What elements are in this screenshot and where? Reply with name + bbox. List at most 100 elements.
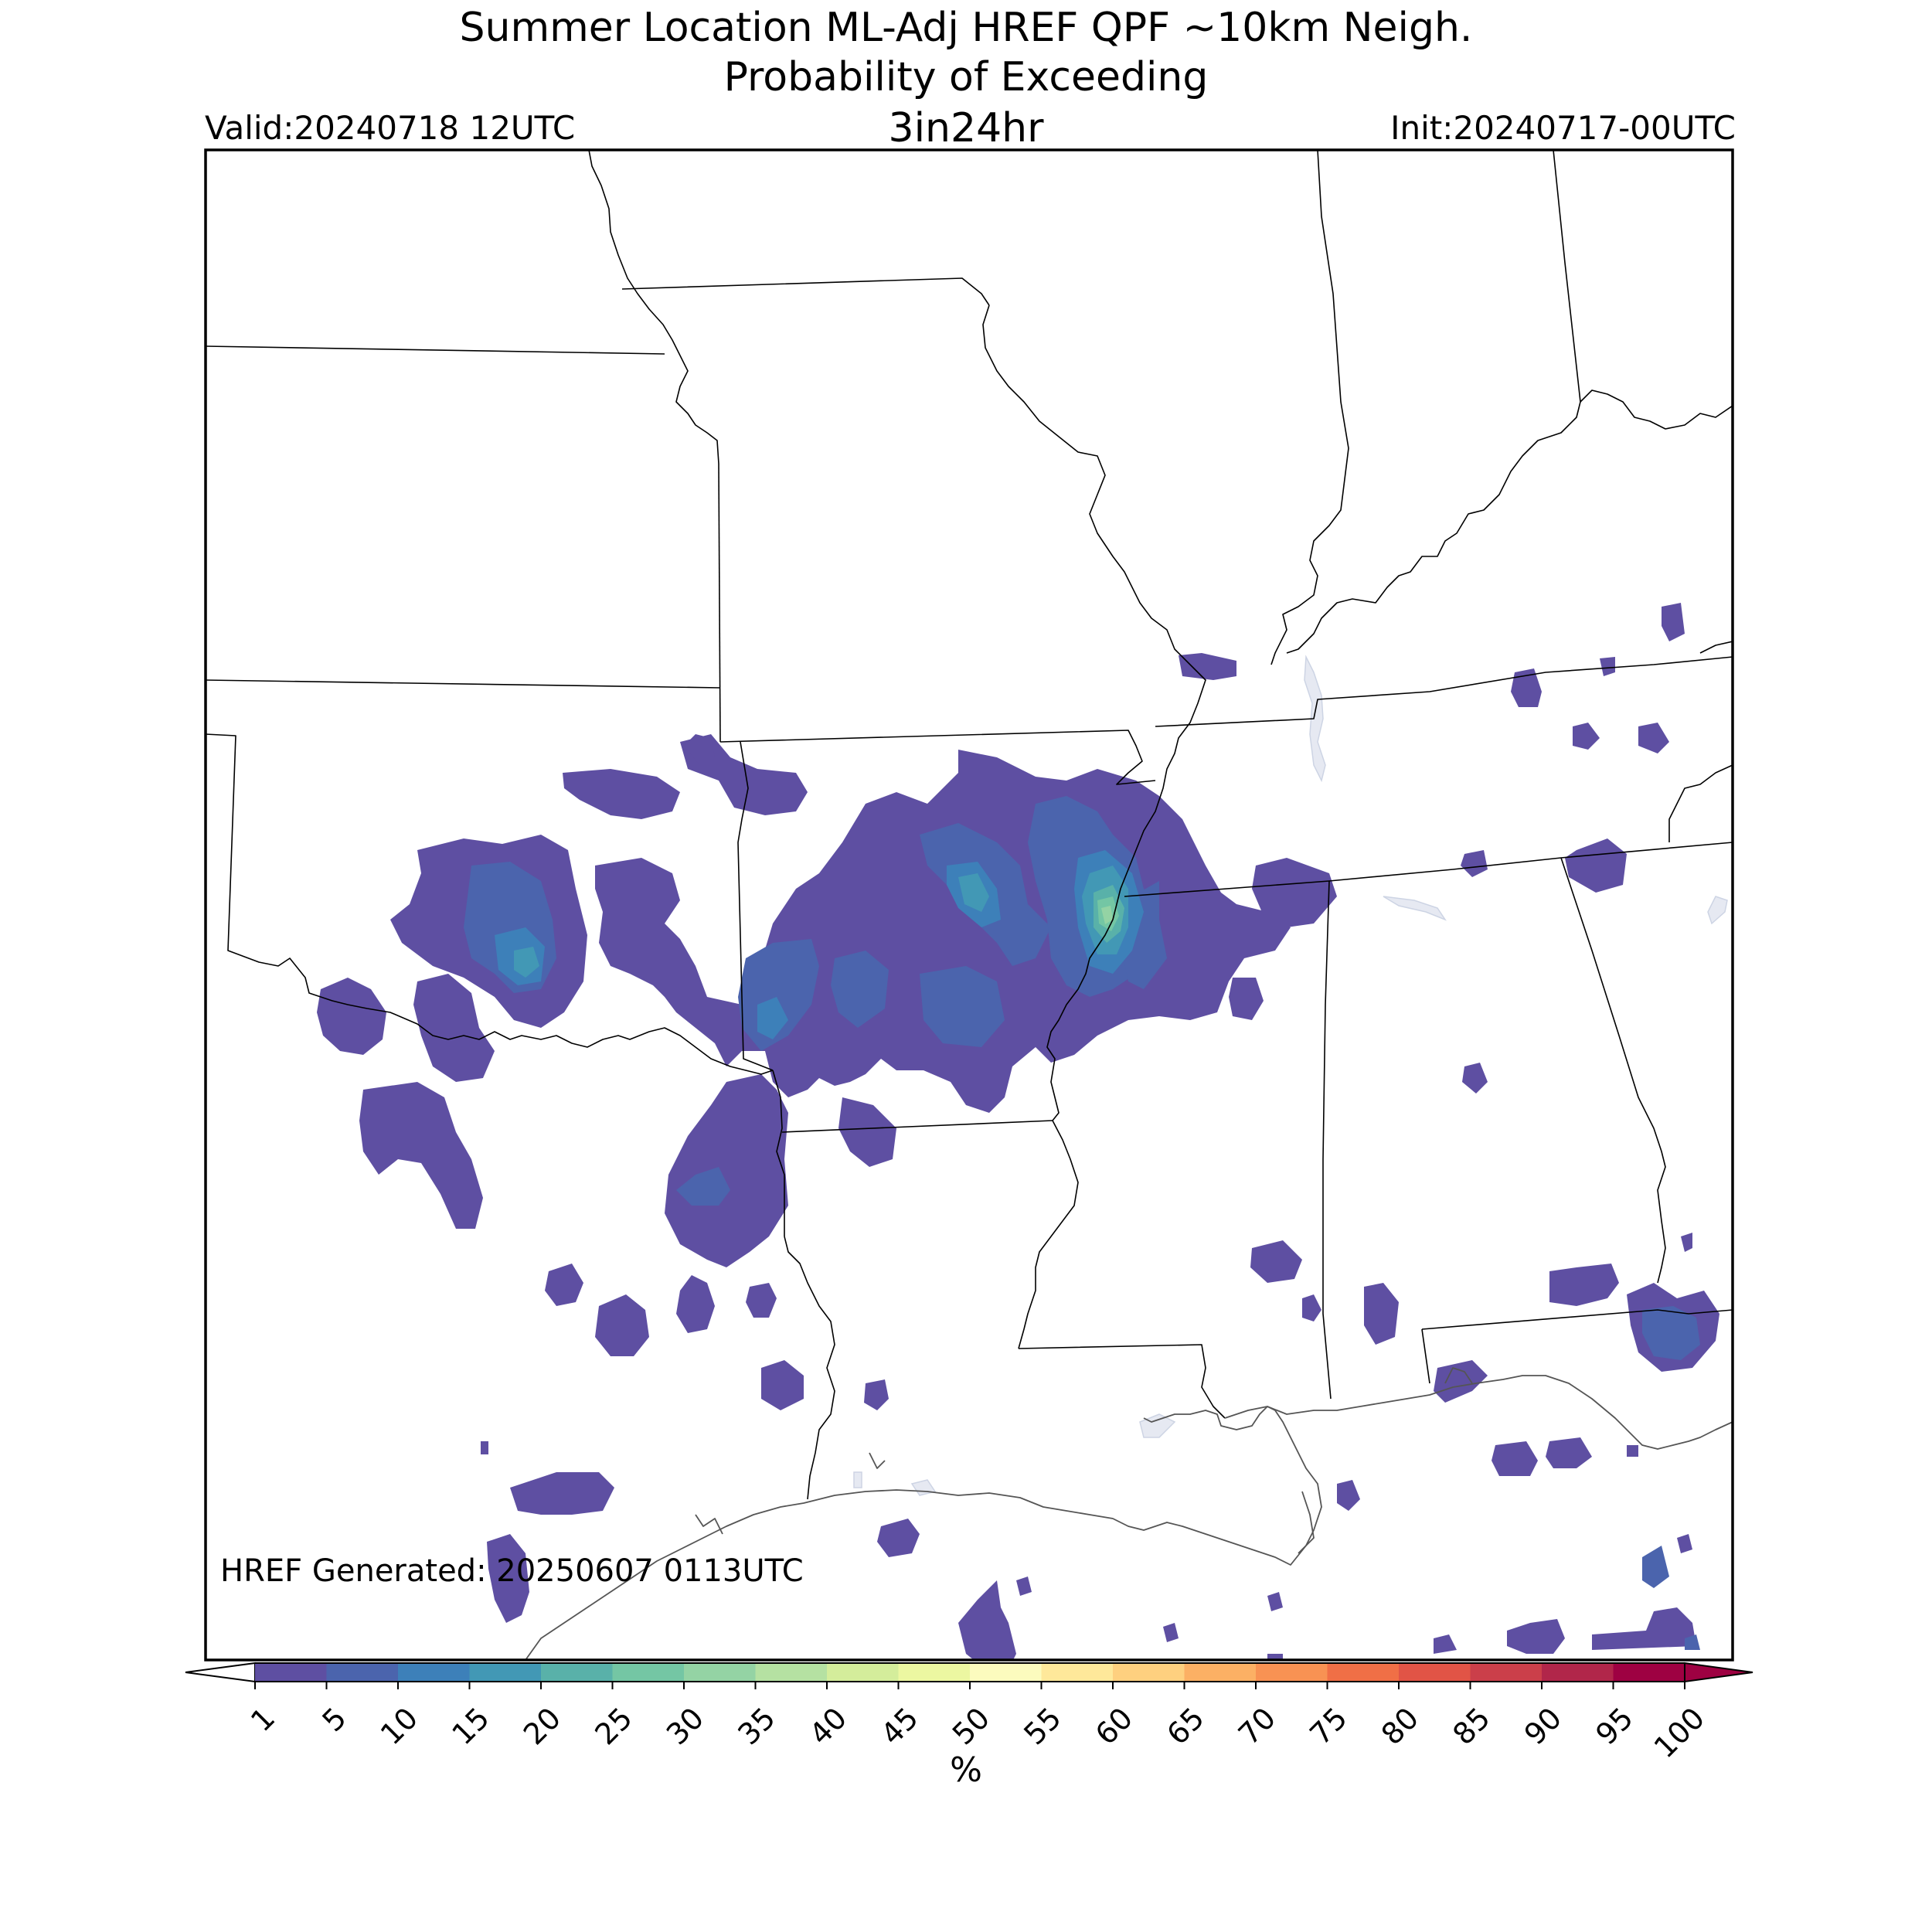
probability-field-core — [1094, 885, 1124, 943]
colorbar-tick-label: 20 — [517, 1701, 567, 1751]
prob-area-gulf-3 — [1337, 1480, 1360, 1511]
prob-area-texas-central-2 — [545, 1264, 583, 1306]
prob-area-alabama-south-3 — [1364, 1283, 1399, 1345]
prob-area-gulf-8 — [1267, 1654, 1283, 1660]
prob-area-alabama-2 — [1462, 1063, 1488, 1094]
colorbar-over-extension — [1684, 1662, 1753, 1683]
state-boundaries — [206, 150, 1733, 1500]
colorbar-tick-label: 50 — [946, 1701, 996, 1751]
colorbar-segment — [1470, 1663, 1543, 1682]
prob-area-mississippi-2 — [1229, 978, 1264, 1020]
kansas-nebraska-border — [206, 345, 665, 355]
colorbar-tick-label: 60 — [1089, 1701, 1139, 1751]
prob-area-gulf-2 — [958, 1580, 1016, 1660]
valid-time-label: Valid:20240718 12UTC — [205, 109, 576, 147]
prob-area-tennessee-3 — [1638, 723, 1669, 753]
arkansas-louisiana-border — [781, 1120, 1053, 1133]
colorbar-segment — [1399, 1663, 1471, 1682]
alabama-west-florida — [1421, 1328, 1430, 1384]
kentucky-virginia-border — [1668, 764, 1733, 842]
prob-area-coast-3 — [1627, 1445, 1638, 1457]
colorbar-segment — [612, 1663, 685, 1682]
arkansas-east-mississippi — [1018, 903, 1117, 1349]
louisiana-mississippi-south — [1018, 1344, 1226, 1419]
colorbar-unit-label: % — [950, 1750, 982, 1790]
prob-area-coast-2 — [1546, 1437, 1592, 1468]
prob-area-gulf-4 — [1507, 1619, 1565, 1654]
prob-area-carolinas-1 — [1662, 603, 1685, 641]
prob-area-texas-east-2 — [746, 1283, 777, 1318]
map-title-line-2: Probability of Exceeding — [723, 54, 1209, 100]
colorbar-tick-label: 25 — [588, 1701, 638, 1751]
colorbar-tick-label: 90 — [1518, 1701, 1568, 1751]
prob-area-texas-panhandle — [359, 1082, 483, 1229]
mississippi-alabama-border — [1322, 880, 1332, 1400]
colorbar-segment — [1327, 1663, 1400, 1682]
colorbar-tick-label: 65 — [1160, 1701, 1210, 1751]
prob-area-central-band — [595, 750, 1291, 1113]
colorbar-segment — [469, 1663, 542, 1682]
colorbar-tick-label: 5 — [315, 1701, 352, 1738]
prob-area-texas-south-2 — [487, 1534, 529, 1623]
prob-area-gulf-9 — [1016, 1577, 1032, 1596]
colorbar-segment — [1041, 1663, 1114, 1682]
coastline — [525, 1367, 1733, 1660]
prob-area-coast-alabama — [1434, 1360, 1488, 1403]
prob-area-georgia-1 — [1565, 838, 1627, 893]
colorbar-segment — [326, 1663, 399, 1682]
prob-area-texas-east-1 — [676, 1275, 715, 1333]
prob-area-gulf-11 — [1677, 1534, 1692, 1553]
prob-area-texas-south-1 — [510, 1472, 614, 1515]
colorbar-tick-label: 95 — [1589, 1701, 1639, 1751]
colorbar-segment — [1184, 1663, 1257, 1682]
prob-area-gulf-5 — [1592, 1607, 1696, 1650]
alabama-florida-border — [1421, 1309, 1733, 1330]
colorbar-tick-label: 35 — [731, 1701, 781, 1751]
colorbar-segment — [684, 1663, 757, 1682]
illinois-east-border — [1270, 150, 1349, 665]
prob-area-alabama-1 — [1461, 850, 1488, 877]
prob-area-missouri-west — [684, 734, 715, 765]
oklahoma-panhandle — [206, 733, 774, 1075]
prob-area-florida-panhandle-3 — [1681, 1233, 1692, 1252]
colorbar-segment — [1613, 1663, 1685, 1682]
prob-area-gulf-10 — [1267, 1592, 1283, 1611]
missouri-arkansas-border — [719, 730, 1156, 785]
prob-area-tennessee-1 — [1511, 668, 1542, 707]
colorbar: 1 5 10 15 20 25 30 35 40 45 50 55 60 65 70 75 80 85 90 95 10… — [185, 1662, 1753, 1764]
prob-area-alabama-south-1 — [1250, 1240, 1302, 1283]
prob-area-oklahoma-south — [413, 974, 495, 1082]
colorbar-segment — [755, 1663, 828, 1682]
prob-area-carolinas-2 — [1600, 657, 1615, 676]
colorbar-tick-label: 30 — [660, 1701, 710, 1751]
prob-area-louisiana-1 — [864, 1379, 889, 1410]
ohio-river-east — [1580, 389, 1733, 430]
colorbar-segment — [1256, 1663, 1328, 1682]
colorbar-segment — [255, 1663, 328, 1682]
probability-field — [317, 603, 1719, 1660]
colorbar-segment — [541, 1663, 614, 1682]
colorbar-tick-label: 85 — [1446, 1701, 1496, 1751]
prob-area-arkansas-north — [838, 1097, 896, 1167]
prob-area-gulf-1 — [877, 1519, 920, 1557]
map-title-threshold: 3in24hr — [888, 105, 1044, 151]
prob-area-gulf-7 — [1163, 1623, 1179, 1642]
prob-area-kentucky — [1179, 653, 1236, 680]
prob-area-alabama-south-2 — [1302, 1294, 1321, 1321]
prob-area-texas-central-1 — [595, 1294, 649, 1356]
prob-area-texas-east-3 — [761, 1360, 804, 1410]
colorbar-under-extension — [185, 1662, 256, 1683]
colorbar-segment — [898, 1663, 971, 1682]
tennessee-kentucky-border — [1155, 656, 1733, 727]
missouri-river-border — [588, 150, 719, 464]
prob-area-gulf-6 — [1434, 1634, 1457, 1654]
prob-area-coast-1 — [1492, 1441, 1538, 1476]
colorbar-segment — [970, 1663, 1043, 1682]
prob-area-mississippi-1 — [1252, 858, 1337, 927]
indiana-ohio-border — [1286, 150, 1581, 654]
colorbar-tick-label: 70 — [1232, 1701, 1282, 1751]
colorbar-tick-label: 80 — [1375, 1701, 1425, 1751]
colorbar-segment — [1542, 1663, 1614, 1682]
colorbar-tick-label: 1 — [244, 1701, 281, 1738]
